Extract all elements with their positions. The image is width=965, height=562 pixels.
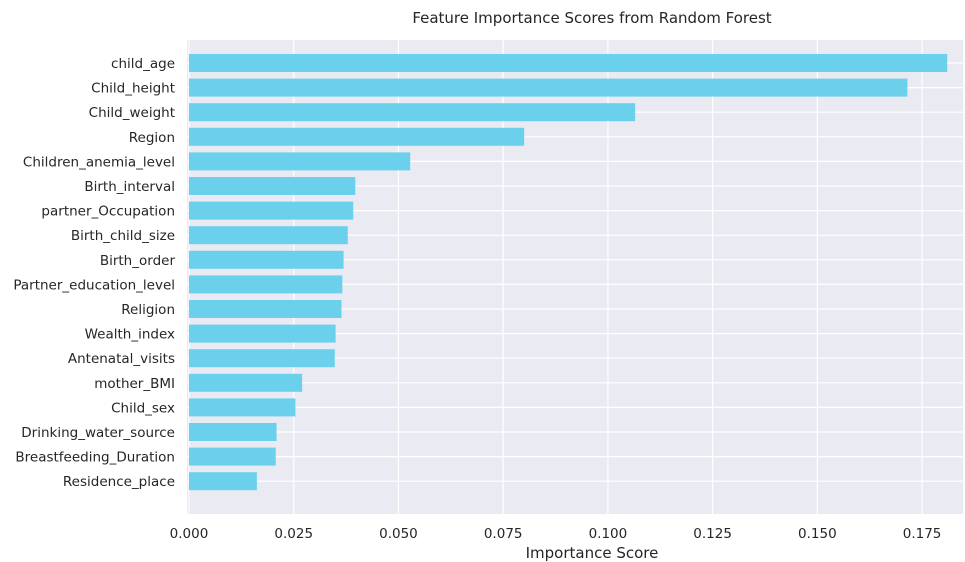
y-tick-label: Residence_place xyxy=(63,474,175,490)
bar-partner_Occupation xyxy=(189,201,354,220)
bar-Child_sex xyxy=(189,398,296,417)
y-tick-labels: child_age Child_height Child_weight Region C… xyxy=(13,56,175,490)
y-tick-label: Child_height xyxy=(91,81,175,97)
bar-Region xyxy=(189,127,525,146)
bar-Birth_child_size xyxy=(189,226,348,245)
y-tick-label: Child_sex xyxy=(111,400,175,416)
x-tick-label: 0.050 xyxy=(379,526,418,542)
bar-Breastfeeding_Duration xyxy=(189,447,276,466)
y-tick-label: partner_Occupation xyxy=(41,204,175,220)
y-tick-label: Partner_education_level xyxy=(13,277,175,293)
y-tick-label: Drinking_water_source xyxy=(21,425,175,441)
x-axis-label: Importance Score xyxy=(526,544,659,562)
y-tick-label: Antenatal_visits xyxy=(68,351,175,367)
bar-child_age xyxy=(189,54,948,72)
bar-Wealth_index xyxy=(189,324,336,343)
x-tick-label: 0.000 xyxy=(170,526,209,542)
y-tick-label: child_age xyxy=(111,56,175,72)
bar-Religion xyxy=(189,300,342,318)
x-tick-label: 0.125 xyxy=(693,526,732,542)
bar-Child_height xyxy=(189,78,908,97)
chart-title: Feature Importance Scores from Random Fo… xyxy=(412,9,771,27)
x-tick-label: 0.175 xyxy=(903,526,942,542)
y-tick-label: Birth_order xyxy=(100,253,176,269)
y-tick-label: mother_BMI xyxy=(94,376,175,392)
bars xyxy=(189,54,948,491)
y-tick-label: Breastfeeding_Duration xyxy=(15,450,175,466)
bar-Antenatal_visits xyxy=(189,349,335,368)
y-tick-label: Religion xyxy=(121,302,175,318)
bar-Drinking_water_source xyxy=(189,423,277,441)
x-tick-label: 0.100 xyxy=(589,526,628,542)
bar-mother_BMI xyxy=(189,373,303,392)
y-tick-label: Region xyxy=(129,130,175,146)
bar-Partner_education_level xyxy=(189,275,343,294)
x-tick-labels: 0.000 0.025 0.050 0.075 0.100 0.125 0.150 0.175 xyxy=(170,526,942,542)
bar-Residence_place xyxy=(189,472,257,491)
y-tick-label: Birth_interval xyxy=(84,179,175,195)
bar-Birth_order xyxy=(189,250,344,269)
y-tick-label: Wealth_index xyxy=(85,327,175,343)
x-tick-label: 0.150 xyxy=(798,526,837,542)
y-tick-label: Children_anemia_level xyxy=(23,154,175,170)
bar-Children_anemia_level xyxy=(189,152,411,171)
bar-Birth_interval xyxy=(189,177,356,195)
x-tick-label: 0.025 xyxy=(274,526,313,542)
x-tick-label: 0.075 xyxy=(484,526,523,542)
bar-Child_weight xyxy=(189,103,636,122)
y-tick-label: Child_weight xyxy=(89,105,175,121)
y-tick-label: Birth_child_size xyxy=(71,228,175,244)
